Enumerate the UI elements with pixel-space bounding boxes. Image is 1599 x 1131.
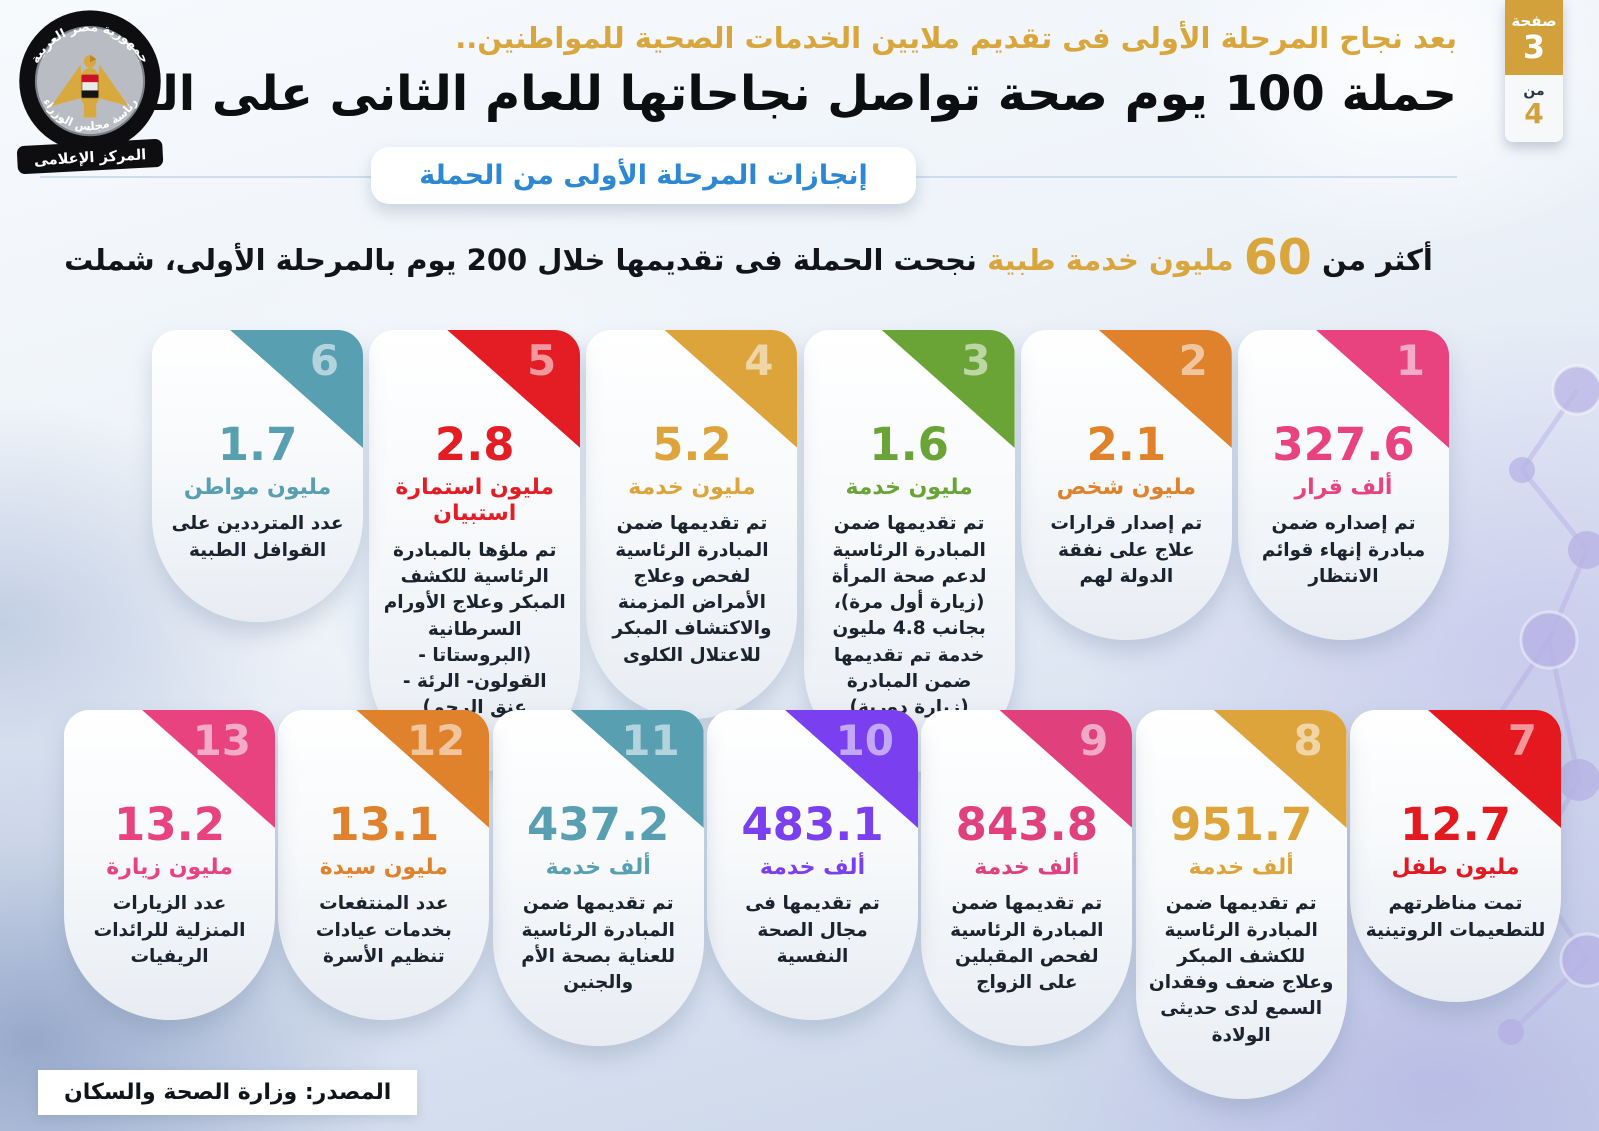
page-indicator-current: صفحة 3	[1505, 0, 1563, 76]
card-value: 843.8	[955, 798, 1099, 851]
stats-row-top: 1 327.6 ألف قرار تم إصداره ضمن مبادرة إن…	[152, 330, 1449, 772]
card-rank-number: 5	[527, 336, 557, 385]
card-rank-number: 7	[1507, 716, 1537, 765]
stat-card: 2 2.1 مليون شخص تم إصدار قرارات علاج على…	[1020, 330, 1232, 641]
subtitle-highlight: مليون خدمة طبية	[987, 243, 1234, 278]
stat-card: 13 13.2 مليون زيارة عدد الزيارات المنزلي…	[64, 710, 276, 1021]
page-total: 4	[1524, 97, 1544, 131]
stat-card: 4 5.2 مليون خدمة تم تقديمها ضمن المبادرة…	[586, 330, 798, 719]
subtitle-prefix: أكثر من	[1322, 243, 1433, 278]
stat-card: 10 483.1 ألف خدمة تم تقديمها فى مجال الص…	[707, 710, 919, 1021]
header: بعد نجاح المرحلة الأولى فى تقديم ملايين …	[0, 0, 1599, 290]
card-unit: مليون خدمة	[628, 475, 756, 500]
card-unit: ألف قرار	[1294, 475, 1393, 500]
card-rank-number: 2	[1178, 336, 1208, 385]
stat-card: 1 327.6 ألف قرار تم إصداره ضمن مبادرة إن…	[1238, 330, 1449, 641]
subtitle-line: أكثر من 60 مليون خدمة طبية نجحت الحملة ف…	[40, 226, 1457, 290]
stat-card: 5 2.8 مليون استمارة استبيان تم ملؤها بال…	[369, 330, 581, 772]
government-logo: جمهورية مصر العربية رئاسة مجلس الوزراء ا…	[16, 10, 164, 174]
stat-card: 8 951.7 ألف خدمة تم تقديمها ضمن المبادرة…	[1135, 710, 1347, 1099]
kicker-line: بعد نجاح المرحلة الأولى فى تقديم ملايين …	[455, 21, 1457, 55]
card-unit: مليون طفل	[1391, 855, 1520, 880]
card-value: 1.7	[217, 418, 298, 471]
card-description: تم تقديمها ضمن المبادرة الرئاسية لفحص ال…	[950, 893, 1104, 994]
card-unit: مليون مواطن	[183, 475, 332, 500]
card-rank-number: 13	[192, 716, 252, 765]
card-unit: مليون استمارة استبيان	[395, 475, 555, 527]
card-rank-number: 1	[1395, 336, 1425, 385]
card-value: 12.7	[1399, 798, 1512, 851]
card-rank-number: 6	[309, 336, 340, 385]
card-description: تم إصداره ضمن مبادرة إنهاء قوائم الانتظا…	[1261, 513, 1426, 587]
card-description: تم تقديمها ضمن المبادرة الرئاسية للعناية…	[521, 893, 676, 994]
page-number: 3	[1522, 28, 1546, 66]
card-value: 5.2	[652, 418, 732, 471]
card-unit: مليون زيارة	[106, 855, 233, 880]
logo-banner: المركز الإعلامى	[16, 139, 164, 174]
card-value: 437.2	[527, 798, 670, 851]
page-indicator: صفحة 3 من 4	[1505, 0, 1563, 142]
card-unit: ألف خدمة	[545, 855, 651, 880]
card-unit: ألف خدمة	[1188, 855, 1294, 880]
card-description: عدد الزيارات المنزلية للرائدات الريفيات	[93, 893, 246, 967]
card-description: تم تقديمها ضمن المبادرة الرئاسية للكشف ا…	[1148, 893, 1334, 1046]
source-label: المصدر: وزارة الصحة والسكان	[38, 1070, 418, 1115]
card-description: تم تقديمها ضمن المبادرة الرئاسية لدعم صح…	[831, 513, 987, 719]
card-value: 2.1	[1086, 418, 1167, 471]
card-value: 13.2	[114, 798, 226, 851]
subtitle-number: 60	[1243, 229, 1312, 287]
card-rank-number: 12	[406, 716, 466, 765]
page-indicator-total: من 4	[1505, 75, 1563, 142]
card-description: تمت مناظرتهم للتطعيمات الروتينية	[1365, 893, 1546, 941]
stat-card: 11 437.2 ألف خدمة تم تقديمها ضمن المبادر…	[492, 710, 704, 1047]
stat-card: 6 1.7 مليون مواطن عدد المترددين على القو…	[152, 330, 364, 622]
card-unit: مليون خدمة	[845, 475, 973, 500]
card-rank-number: 4	[744, 336, 774, 385]
card-description: عدد المنتفعات بخدمات عيادات تنظيم الأسرة	[315, 893, 452, 967]
card-value: 483.1	[741, 798, 884, 851]
stat-card: 12 13.1 مليون سيدة عدد المنتفعات بخدمات …	[278, 710, 490, 1021]
card-rank-number: 8	[1293, 716, 1323, 765]
stat-card: 3 1.6 مليون خدمة تم تقديمها ضمن المبادرة…	[803, 330, 1015, 772]
card-rank-number: 11	[621, 716, 680, 765]
card-unit: مليون سيدة	[319, 855, 448, 880]
card-value: 13.1	[328, 798, 440, 851]
page-title: حملة 100 يوم صحة تواصل نجاحاتها للعام ال…	[28, 65, 1457, 122]
card-value: 2.8	[434, 418, 515, 471]
card-description: تم إصدار قرارات علاج على نفقة الدولة لهم	[1050, 513, 1203, 587]
card-unit: ألف خدمة	[759, 855, 866, 880]
subtitle-rest: نجحت الحملة فى تقديمها خلال 200 يوم بالم…	[64, 243, 977, 278]
badge-row: إنجازات المرحلة الأولى من الحملة	[40, 147, 1457, 205]
card-rank-number: 3	[961, 336, 991, 385]
card-unit: مليون شخص	[1056, 475, 1196, 500]
card-description: تم تقديمها فى مجال الصحة النفسية	[745, 893, 880, 967]
stats-row-bottom: 7 12.7 مليون طفل تمت مناظرتهم للتطعيمات …	[64, 710, 1561, 1099]
card-rank-number: 9	[1079, 716, 1109, 765]
card-description: عدد المترددين على القوافل الطبية	[171, 513, 344, 561]
stat-card: 9 843.8 ألف خدمة تم تقديمها ضمن المبادرة…	[921, 710, 1133, 1047]
card-rank-number: 10	[835, 716, 895, 765]
card-value: 327.6	[1272, 418, 1415, 471]
card-description: تم ملؤها بالمبادرة الرئاسية للكشف المبكر…	[383, 539, 566, 719]
section-badge: إنجازات المرحلة الأولى من الحملة	[371, 147, 916, 205]
card-value: 951.7	[1170, 798, 1313, 851]
card-unit: ألف خدمة	[974, 855, 1080, 880]
card-value: 1.6	[869, 418, 949, 471]
stat-card: 7 12.7 مليون طفل تمت مناظرتهم للتطعيمات …	[1350, 710, 1561, 1002]
card-description: تم تقديمها ضمن المبادرة الرئاسية لفحص وع…	[612, 513, 772, 666]
